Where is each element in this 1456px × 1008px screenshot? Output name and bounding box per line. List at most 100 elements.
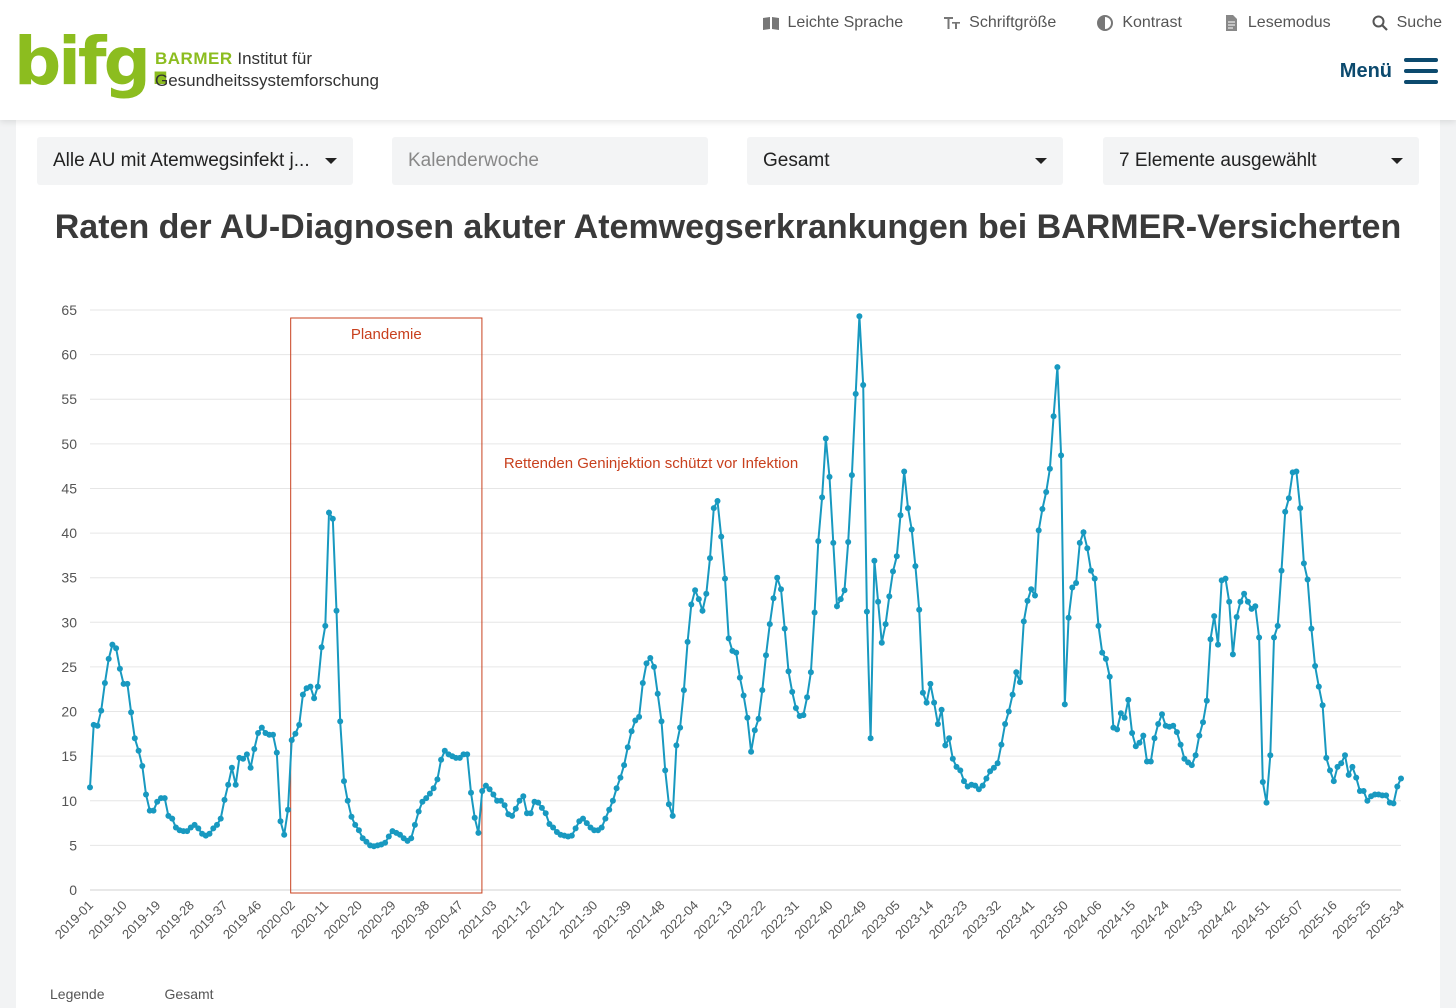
data-point xyxy=(520,793,527,800)
data-point xyxy=(807,669,814,676)
data-point xyxy=(385,833,392,840)
data-point xyxy=(486,786,493,793)
period-input[interactable]: Kalenderwoche xyxy=(392,137,708,185)
data-point xyxy=(781,625,788,632)
legend-item[interactable]: Gesamt xyxy=(164,986,214,1002)
y-tick-label: 15 xyxy=(61,748,77,764)
data-point xyxy=(161,795,168,802)
elements-select[interactable]: 7 Elemente ausgewählt xyxy=(1103,137,1419,185)
y-tick-label: 50 xyxy=(61,436,77,452)
data-point xyxy=(778,586,784,593)
plandemie-box xyxy=(290,317,483,894)
data-point xyxy=(1271,634,1277,641)
data-point xyxy=(228,764,235,771)
data-point xyxy=(490,791,497,798)
nav-lesemodus[interactable]: Lesemodus xyxy=(1222,14,1331,32)
data-point xyxy=(572,825,579,832)
data-point xyxy=(527,810,534,817)
data-point xyxy=(1043,489,1050,495)
data-point xyxy=(1330,778,1337,785)
data-point xyxy=(1013,669,1020,676)
data-point xyxy=(225,781,232,788)
bifg-logo[interactable]: bifg. xyxy=(14,23,173,100)
text-size-icon xyxy=(944,17,961,29)
data-point xyxy=(998,741,1005,748)
nav-schriftgroesse[interactable]: Schriftgröße xyxy=(943,14,1056,32)
data-point xyxy=(890,568,896,575)
diagnosis-select[interactable]: Alle AU mit Atemwegsinfekt j... xyxy=(37,137,353,185)
data-point xyxy=(1035,527,1042,534)
nav-label: Leichte Sprache xyxy=(787,14,904,31)
diagnosis-select-value: Alle AU mit Atemwegsinfekt j... xyxy=(53,150,310,171)
data-point xyxy=(792,705,799,711)
data-point xyxy=(314,683,321,690)
data-point xyxy=(1061,701,1068,708)
data-point xyxy=(296,721,303,728)
menu-button[interactable]: Menü xyxy=(1340,58,1438,84)
data-point xyxy=(1005,708,1012,715)
data-point xyxy=(150,807,157,814)
data-point xyxy=(755,715,762,722)
data-point xyxy=(87,784,93,791)
data-point xyxy=(785,668,792,675)
data-point xyxy=(1394,783,1401,790)
data-point xyxy=(247,764,254,771)
data-point xyxy=(856,313,863,320)
institute-line1: Institut für xyxy=(237,49,312,68)
data-point xyxy=(1233,614,1240,620)
data-point xyxy=(662,767,669,774)
group-select[interactable]: Gesamt xyxy=(747,137,1063,185)
data-point xyxy=(1263,799,1270,806)
data-point xyxy=(344,797,351,804)
y-tick-label: 10 xyxy=(61,793,77,809)
data-point xyxy=(1353,774,1360,781)
data-point xyxy=(751,727,758,734)
data-point xyxy=(232,781,239,788)
data-point xyxy=(1237,598,1244,605)
data-point xyxy=(953,763,960,770)
y-tick-label: 30 xyxy=(61,614,77,630)
nav-label: Lesemodus xyxy=(1247,14,1331,31)
nav-kontrast[interactable]: Kontrast xyxy=(1096,14,1182,32)
data-point xyxy=(479,788,486,794)
data-point xyxy=(878,639,885,646)
data-point xyxy=(1383,792,1390,799)
data-point xyxy=(1050,413,1057,420)
data-point xyxy=(1293,468,1300,475)
data-point xyxy=(684,638,691,645)
data-point xyxy=(1073,580,1080,586)
menu-label: Menü xyxy=(1339,59,1392,82)
data-point xyxy=(538,804,545,811)
nav-leichte-sprache[interactable]: Leichte Sprache xyxy=(762,14,904,32)
data-point xyxy=(725,635,732,642)
data-point xyxy=(1267,752,1274,759)
data-point xyxy=(322,622,329,629)
data-point xyxy=(707,555,713,562)
data-point xyxy=(277,818,284,825)
data-point xyxy=(468,789,474,796)
book-icon xyxy=(762,17,779,30)
data-point xyxy=(516,797,523,804)
data-point xyxy=(475,829,482,836)
data-point xyxy=(1125,696,1132,703)
legend-item[interactable]: Legende xyxy=(50,986,105,1002)
nav-label: Schriftgröße xyxy=(969,14,1057,31)
data-point xyxy=(669,812,676,819)
contrast-icon xyxy=(1097,15,1114,31)
data-point xyxy=(1215,641,1221,648)
data-point xyxy=(1024,597,1031,604)
data-point xyxy=(1117,710,1124,717)
data-point xyxy=(1170,722,1177,729)
data-point xyxy=(326,509,332,516)
data-point xyxy=(1323,754,1330,761)
y-tick-label: 20 xyxy=(61,704,77,720)
data-point xyxy=(759,687,766,694)
nav-suche[interactable]: Suche xyxy=(1371,14,1442,32)
elements-select-value: 7 Elemente ausgewählt xyxy=(1119,150,1317,171)
data-point xyxy=(1129,730,1136,736)
data-point xyxy=(240,755,247,762)
data-point xyxy=(430,785,437,792)
data-point xyxy=(258,724,265,731)
data-point xyxy=(333,607,340,614)
